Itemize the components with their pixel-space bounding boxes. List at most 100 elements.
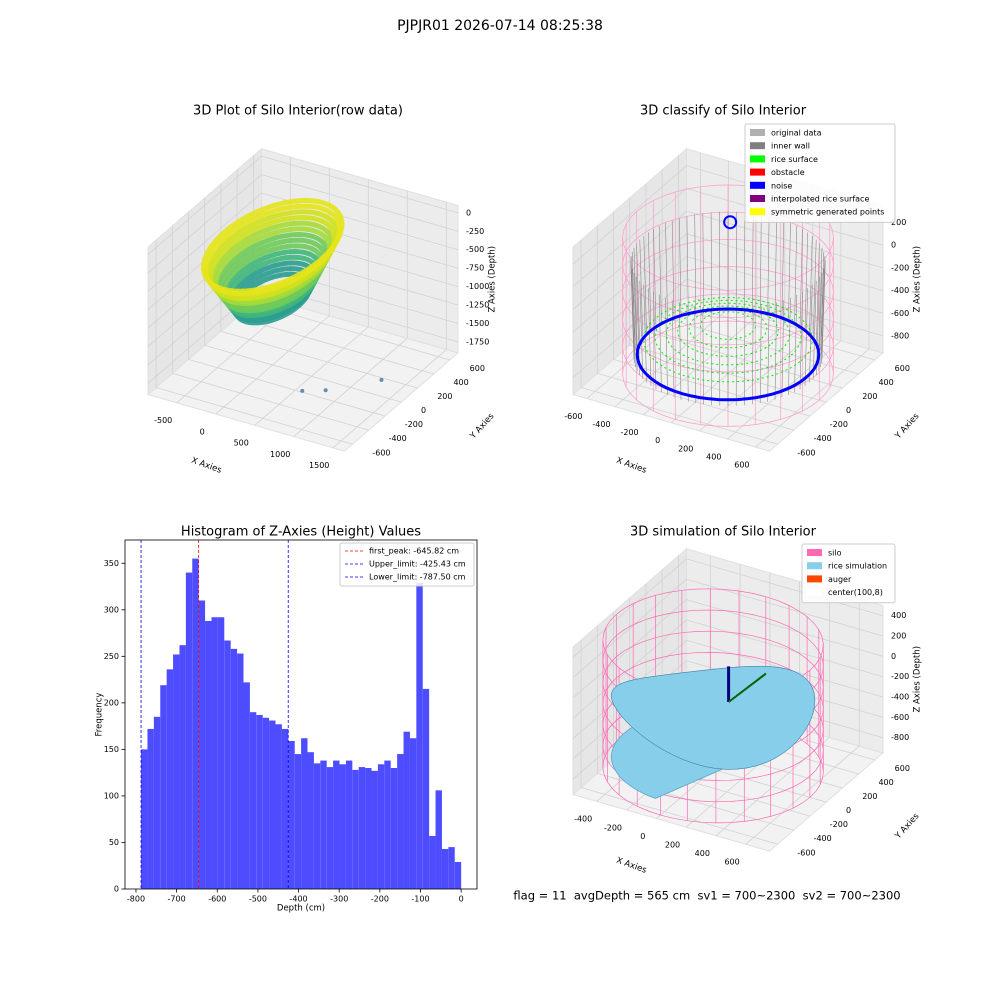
point-cloud	[213, 226, 333, 306]
y-tick-label: 0	[846, 406, 851, 415]
inner-wall	[794, 225, 798, 326]
y-tick-label: 400	[453, 378, 468, 387]
y-tick-label: 150	[104, 745, 119, 754]
histogram-bar	[320, 760, 327, 889]
inner-wall	[809, 284, 813, 383]
inner-wall	[643, 284, 647, 383]
x-tick-label: 500	[234, 439, 249, 448]
histogram-bar	[390, 768, 398, 889]
histogram-bar	[249, 712, 257, 889]
grid-line	[261, 174, 459, 232]
inner-wall	[788, 222, 791, 324]
histogram-bar	[345, 760, 353, 889]
legend-swatch	[807, 562, 822, 570]
histogram-bar	[422, 688, 430, 889]
y-tick-label: -600	[372, 448, 390, 457]
histogram-bar	[409, 738, 417, 889]
grid-line	[572, 256, 687, 356]
legend-swatch	[750, 129, 765, 136]
rice-simulation-top	[611, 666, 816, 770]
z-tick-label: 0	[891, 652, 896, 661]
point-cloud	[203, 203, 343, 297]
y-tick-label: -200	[405, 420, 423, 429]
histogram-bar	[275, 724, 282, 889]
histogram-bar	[294, 754, 302, 889]
inner-wall	[636, 243, 640, 343]
z-tick-label: -750	[466, 264, 484, 273]
outlier-point	[379, 377, 384, 382]
x-tick-label: 200	[665, 840, 680, 849]
inner-wall	[799, 291, 803, 390]
z-tick-label: -250	[466, 227, 484, 236]
inner-wall	[710, 308, 713, 406]
grid-line	[261, 155, 459, 214]
grid-line	[572, 599, 687, 699]
inner-wall	[702, 213, 705, 314]
grid-line	[572, 188, 687, 288]
z-tick-label: -600	[891, 713, 909, 722]
y-tick-label: -200	[830, 420, 848, 429]
legend-label: noise	[771, 181, 792, 190]
x-tick-label: 0	[200, 427, 205, 436]
x-tick-label: 1500	[309, 461, 329, 470]
inner-wall	[679, 302, 682, 400]
x-tick-label: -400	[574, 815, 592, 824]
inner-wall	[648, 288, 652, 386]
inner-wall	[686, 304, 689, 402]
histogram-bar	[217, 617, 225, 889]
z-tick-label: -800	[891, 733, 909, 742]
x-tick-label: 0	[459, 895, 464, 904]
z-tick-label: -1250	[466, 301, 489, 310]
rice-surface	[699, 311, 757, 340]
z-tick-label: -200	[891, 672, 909, 681]
inner-wall	[799, 228, 803, 329]
histogram-bar	[243, 682, 250, 889]
histogram-bar	[173, 654, 180, 889]
grid-line	[572, 558, 687, 658]
z-tick-label: -800	[891, 331, 909, 340]
grid-line	[580, 787, 778, 845]
histogram-bar	[352, 769, 359, 889]
inner-wall	[648, 232, 652, 333]
histogram-bar	[288, 741, 295, 889]
y-axis-label: Frequency	[95, 693, 105, 737]
z-tick-label: -200	[891, 263, 909, 272]
z-tick-label: -1750	[466, 337, 489, 346]
grid-line	[155, 387, 353, 445]
histogram-bar	[441, 848, 449, 889]
histogram-bar	[313, 763, 321, 889]
histogram-bar	[333, 760, 340, 889]
legend-label: Lower_limit: -787.50 cm	[369, 573, 466, 582]
grid-line	[236, 316, 434, 375]
noise	[723, 215, 738, 230]
inner-wall	[653, 228, 657, 329]
x-tick-label: 0	[655, 436, 660, 445]
y-tick-label: 250	[104, 652, 119, 661]
point-cloud	[215, 231, 330, 309]
histogram-bar	[256, 714, 263, 889]
panel-title: Histogram of Z-Axies (Height) Values	[181, 525, 421, 540]
legend-label: silo	[828, 549, 842, 558]
legend-label: rice surface	[771, 155, 818, 164]
legend-swatch	[750, 142, 765, 150]
y-tick-label: 350	[104, 559, 119, 568]
histogram-bar	[454, 862, 462, 889]
histogram-bar	[281, 728, 289, 889]
z-axis-label: Z Axies (Depth)	[488, 246, 498, 313]
z-tick-label: -1000	[466, 282, 489, 291]
grid-line	[572, 165, 687, 265]
y-tick-label: -600	[797, 448, 815, 457]
y-tick-label: 400	[878, 378, 893, 387]
panel-title: 3D classify of Silo Interior	[640, 104, 807, 119]
x-tick-label: -800	[127, 895, 145, 904]
legend-label: symmetric generated points	[771, 208, 884, 217]
noise	[635, 307, 821, 402]
inner-wall	[816, 243, 820, 343]
grid-line	[686, 578, 884, 637]
histogram-bar	[403, 731, 410, 889]
inner-wall	[759, 214, 762, 315]
histogram-bar	[365, 768, 372, 889]
histogram-bar	[198, 600, 206, 889]
z-tick-label: 200	[891, 632, 906, 641]
histogram-bar	[205, 620, 212, 889]
